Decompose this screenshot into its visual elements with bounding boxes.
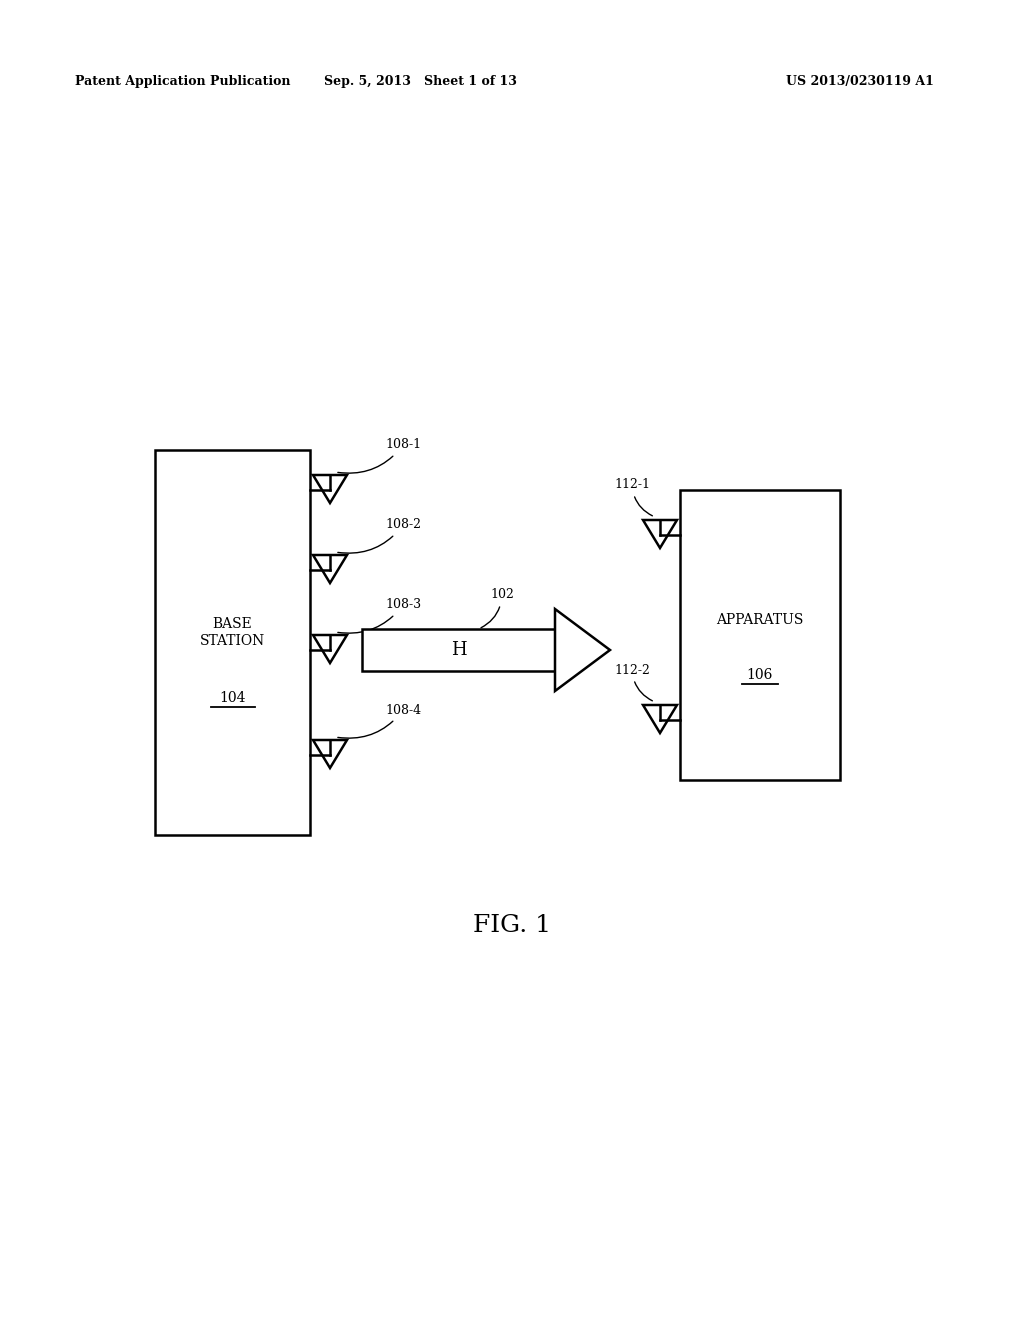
Text: 108-3: 108-3 bbox=[338, 598, 421, 634]
Text: BASE
STATION: BASE STATION bbox=[200, 618, 265, 648]
Text: 108-4: 108-4 bbox=[338, 704, 421, 738]
Bar bbox=[680, 490, 840, 780]
Text: 102: 102 bbox=[481, 589, 514, 628]
Text: US 2013/0230119 A1: US 2013/0230119 A1 bbox=[786, 75, 934, 88]
Text: 106: 106 bbox=[746, 668, 773, 682]
Text: 108-2: 108-2 bbox=[338, 519, 421, 553]
Text: H: H bbox=[451, 642, 466, 659]
Bar bbox=[362, 630, 555, 671]
Text: 108-1: 108-1 bbox=[338, 438, 421, 473]
Text: Patent Application Publication: Patent Application Publication bbox=[75, 75, 291, 88]
Bar bbox=[155, 450, 310, 836]
Text: APPARATUS: APPARATUS bbox=[717, 612, 804, 627]
Polygon shape bbox=[555, 609, 610, 690]
Text: 104: 104 bbox=[219, 690, 246, 705]
Text: 112-1: 112-1 bbox=[614, 479, 652, 516]
Text: FIG. 1: FIG. 1 bbox=[473, 913, 551, 936]
Text: Sep. 5, 2013   Sheet 1 of 13: Sep. 5, 2013 Sheet 1 of 13 bbox=[324, 75, 516, 88]
Text: 112-2: 112-2 bbox=[614, 664, 652, 701]
